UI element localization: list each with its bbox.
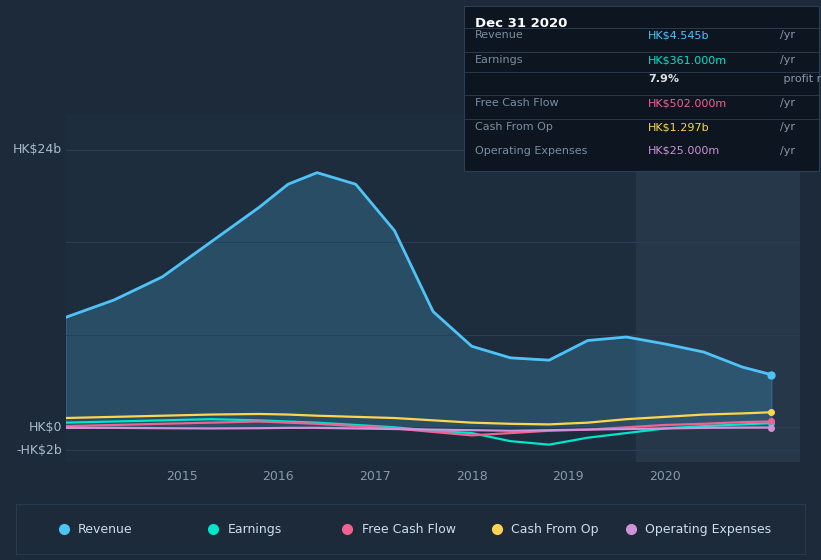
Text: Earnings: Earnings: [475, 55, 523, 65]
Text: /yr: /yr: [779, 55, 795, 65]
Text: Earnings: Earnings: [227, 522, 282, 536]
Text: 7.9%: 7.9%: [649, 74, 679, 84]
Text: Revenue: Revenue: [475, 30, 523, 40]
Text: -HK$2b: -HK$2b: [16, 444, 62, 457]
Text: Cash From Op: Cash From Op: [475, 122, 553, 132]
Bar: [636, 115, 800, 462]
Text: HK$361.000m: HK$361.000m: [649, 55, 727, 65]
Text: /yr: /yr: [779, 122, 795, 132]
Text: Cash From Op: Cash From Op: [511, 522, 599, 536]
Text: HK$4.545b: HK$4.545b: [649, 30, 710, 40]
Text: Revenue: Revenue: [78, 522, 132, 536]
Text: Free Cash Flow: Free Cash Flow: [361, 522, 456, 536]
Text: profit margin: profit margin: [779, 74, 821, 84]
Text: /yr: /yr: [779, 98, 795, 108]
Text: /yr: /yr: [779, 146, 795, 156]
Text: HK$1.297b: HK$1.297b: [649, 122, 710, 132]
Text: Dec 31 2020: Dec 31 2020: [475, 17, 566, 30]
Text: /yr: /yr: [779, 30, 795, 40]
Text: HK$0: HK$0: [29, 421, 62, 434]
Text: Operating Expenses: Operating Expenses: [475, 146, 587, 156]
Text: HK$24b: HK$24b: [13, 143, 62, 156]
Text: Operating Expenses: Operating Expenses: [645, 522, 772, 536]
Text: Free Cash Flow: Free Cash Flow: [475, 98, 558, 108]
Text: HK$502.000m: HK$502.000m: [649, 98, 727, 108]
Text: HK$25.000m: HK$25.000m: [649, 146, 721, 156]
